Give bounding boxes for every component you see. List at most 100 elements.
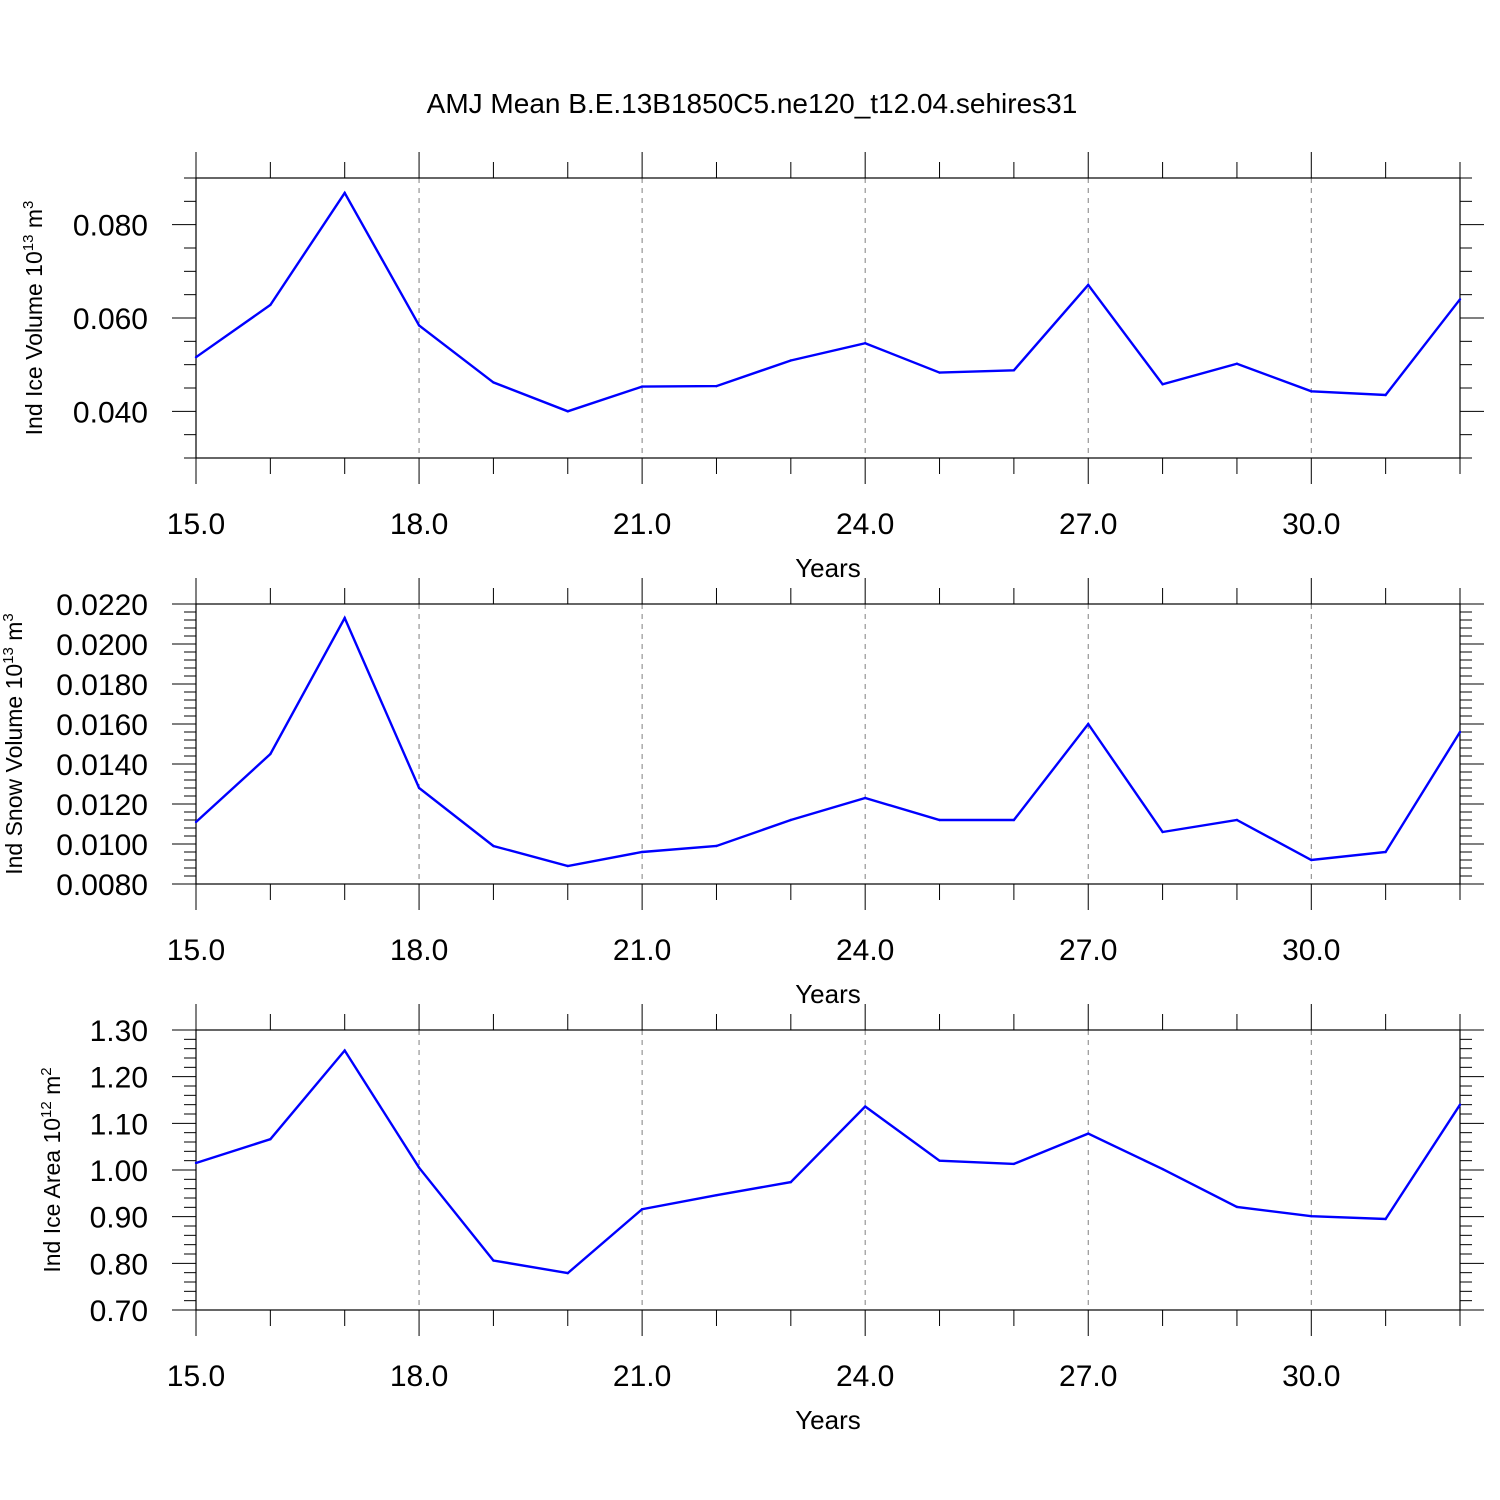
data-point <box>1012 1162 1016 1166</box>
y-axis-label: Ind Ice Volume 1013 m3 <box>20 201 47 436</box>
data-point <box>417 324 421 327</box>
data-point <box>566 864 569 868</box>
x-axis-label: Years <box>795 979 861 1009</box>
y-tick-label: 1.30 <box>90 1015 148 1048</box>
data-point <box>566 410 569 413</box>
x-tick-label: 24.0 <box>836 934 894 967</box>
x-tick-label: 18.0 <box>390 1360 448 1393</box>
y-tick-label: 0.70 <box>90 1295 148 1328</box>
data-point <box>194 820 198 824</box>
data-point <box>1310 858 1313 862</box>
panel-1: 15.0 18.0 21.0 24.0 27.0 30.0 Years 0.040 0.060 0… <box>20 152 1484 583</box>
data-point <box>194 1161 198 1165</box>
data-point <box>863 342 867 345</box>
y-tick-label: 0.0200 <box>56 629 148 662</box>
x-tick-label: 15.0 <box>167 508 225 541</box>
data-point <box>1161 383 1164 386</box>
x-tick-label: 24.0 <box>836 1360 894 1393</box>
data-point <box>566 1271 569 1275</box>
y-tick-label: 0.080 <box>73 210 148 243</box>
x-tick-label: 21.0 <box>613 1360 671 1393</box>
series-line <box>195 190 1461 413</box>
x-tick-label: 24.0 <box>836 508 894 541</box>
y-axis-label: Ind Ice Area 1012 m2 <box>38 1067 65 1272</box>
y-tick-label: 0.040 <box>73 396 148 429</box>
data-point <box>938 818 941 822</box>
data-point <box>789 818 793 822</box>
data-point <box>1012 818 1016 822</box>
plot-frame <box>195 1029 1461 1311</box>
data-point <box>1087 1132 1090 1135</box>
y-tick-label: 0.90 <box>90 1202 148 1235</box>
data-point <box>938 1159 941 1162</box>
data-point <box>1235 362 1239 365</box>
x-tick-label: 30.0 <box>1282 508 1340 541</box>
data-point <box>417 786 421 790</box>
data-point <box>269 752 272 756</box>
y-tick-label: 0.0160 <box>56 709 148 742</box>
x-tick-label: 18.0 <box>390 934 448 967</box>
y-tick-label: 0.0220 <box>56 589 148 622</box>
data-point <box>1161 830 1164 834</box>
x-tick-label: 27.0 <box>1059 1360 1117 1393</box>
data-point <box>1310 1215 1313 1218</box>
x-tick-label: 18.0 <box>390 508 448 541</box>
data-point <box>343 191 346 195</box>
plot-frame <box>195 177 1461 459</box>
y-tick-label: 0.80 <box>90 1248 148 1281</box>
data-point <box>269 303 272 307</box>
series-line <box>195 1048 1462 1275</box>
data-point <box>938 371 941 374</box>
data-point <box>1458 730 1462 734</box>
data-point <box>1310 390 1313 393</box>
data-point <box>715 1194 718 1197</box>
data-point <box>1235 1205 1239 1209</box>
x-axis-label: Years <box>795 553 861 583</box>
page-title: AMJ Mean B.E.13B1850C5.ne120_t12.04.sehi… <box>426 88 1078 119</box>
y-tick-label: 0.0140 <box>56 749 148 782</box>
data-point <box>1458 1103 1462 1106</box>
y-axis-label: Ind Snow Volume 1013 m3 <box>0 613 27 875</box>
data-point <box>640 1208 644 1211</box>
data-point <box>863 796 867 800</box>
x-tick-label: 30.0 <box>1282 1360 1340 1393</box>
panel-2: 15.0 18.0 21.0 24.0 27.0 30.0 Years 0.0080 0.010… <box>0 578 1484 1009</box>
data-point <box>1087 283 1090 287</box>
y-tick-label: 0.0180 <box>56 669 148 702</box>
data-point <box>715 844 718 848</box>
series-line <box>195 615 1462 868</box>
x-tick-label: 30.0 <box>1282 934 1340 967</box>
plot-frame <box>195 603 1461 885</box>
x-tick-label: 27.0 <box>1059 508 1117 541</box>
data-point <box>1384 850 1387 854</box>
data-point <box>194 356 198 359</box>
x-tick-label: 27.0 <box>1059 934 1117 967</box>
data-point <box>1235 818 1239 822</box>
data-point <box>1161 1167 1164 1171</box>
data-point <box>789 359 793 362</box>
data-point <box>1384 393 1387 397</box>
data-point <box>789 1180 793 1184</box>
y-tick-label: 0.0120 <box>56 789 148 822</box>
data-point <box>492 381 495 384</box>
data-point <box>715 384 718 388</box>
y-tick-label: 1.00 <box>90 1155 148 1188</box>
x-tick-label: 21.0 <box>613 934 671 967</box>
data-point <box>640 385 644 388</box>
data-point <box>492 1259 495 1262</box>
data-point <box>417 1166 421 1169</box>
data-point <box>343 616 346 620</box>
x-axis-label: Years <box>795 1405 861 1435</box>
data-point <box>269 1138 272 1141</box>
data-point <box>1458 298 1462 301</box>
data-point <box>343 1049 346 1052</box>
data-point <box>640 850 644 854</box>
data-point <box>1384 1217 1387 1221</box>
data-point <box>863 1105 867 1108</box>
y-tick-label: 0.060 <box>73 303 148 336</box>
y-tick-label: 0.0100 <box>56 829 148 862</box>
y-tick-label: 0.0080 <box>56 869 148 902</box>
x-tick-label: 15.0 <box>167 1360 225 1393</box>
panel-3: 15.0 18.0 21.0 24.0 27.0 30.0 Years 0.70 0.80 0.9… <box>38 1004 1484 1435</box>
data-point <box>1012 369 1016 372</box>
